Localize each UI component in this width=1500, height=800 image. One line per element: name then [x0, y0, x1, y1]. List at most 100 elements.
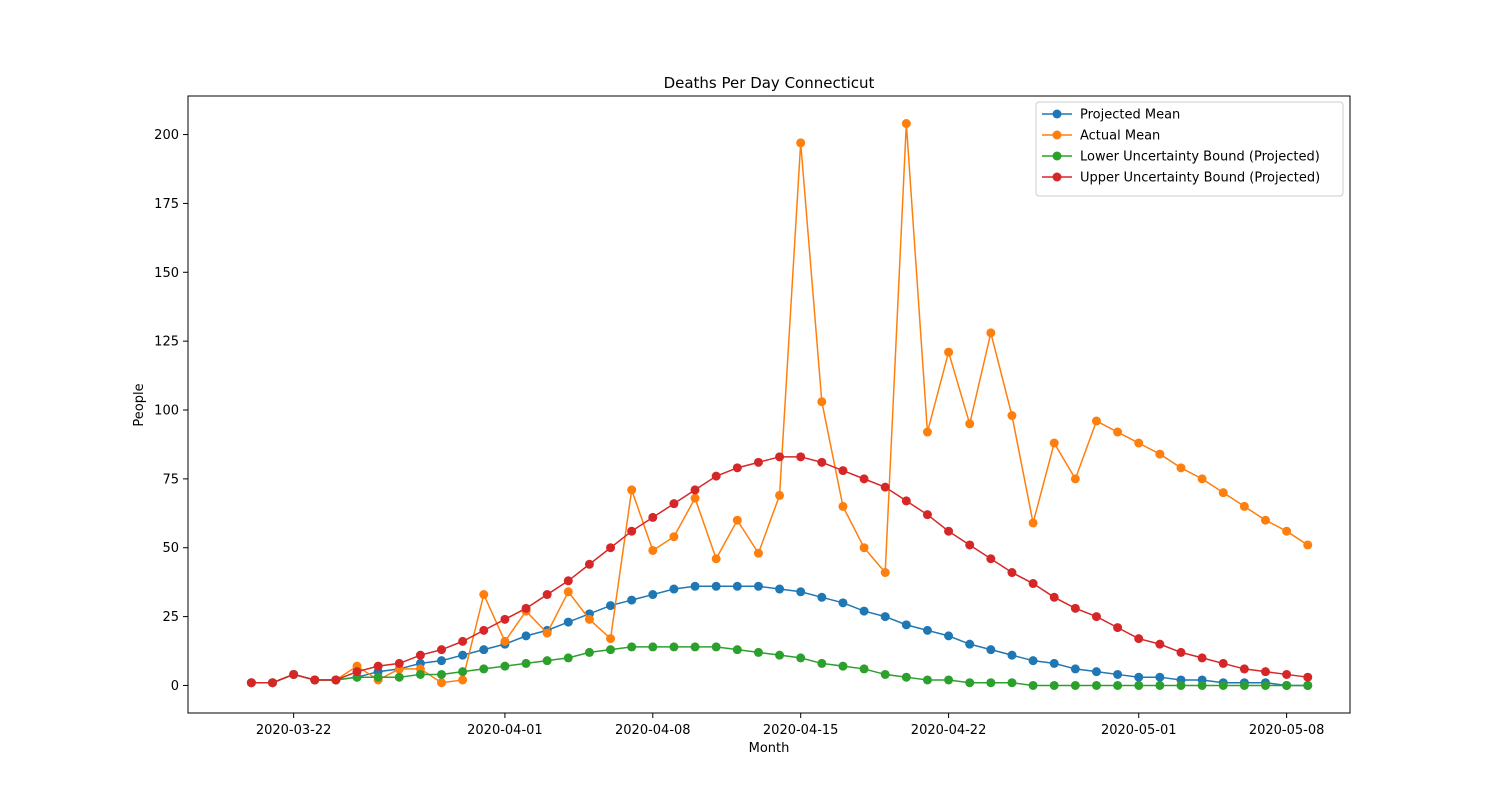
data-point	[1218, 658, 1228, 668]
data-point	[415, 650, 425, 660]
data-point	[1091, 667, 1101, 677]
data-point	[880, 669, 890, 679]
data-point	[1218, 488, 1228, 498]
y-tick-label: 100	[154, 404, 179, 419]
data-point	[986, 645, 996, 655]
legend-label: Lower Uncertainty Bound (Projected)	[1080, 150, 1320, 165]
data-point	[880, 612, 890, 622]
data-point	[500, 614, 510, 624]
data-point	[817, 592, 827, 602]
data-point	[1197, 474, 1207, 484]
data-point	[289, 669, 299, 679]
data-point	[394, 672, 404, 682]
data-point	[648, 512, 658, 522]
data-point	[817, 658, 827, 668]
data-point	[859, 664, 869, 674]
legend-marker	[1052, 109, 1062, 119]
legend-item: Upper Uncertainty Bound (Projected)	[1042, 171, 1320, 186]
data-point	[880, 482, 890, 492]
data-point	[563, 617, 573, 627]
data-point	[1155, 672, 1165, 682]
y-axis-ticks: 0 25 50 75 100 125 150 175 200	[154, 128, 188, 694]
y-tick-label: 0	[171, 679, 179, 694]
data-point	[965, 540, 975, 550]
y-tick-label: 175	[154, 197, 179, 212]
data-point	[479, 590, 489, 600]
data-point	[1176, 647, 1186, 657]
data-point	[1282, 680, 1292, 690]
data-point	[1260, 667, 1270, 677]
data-point	[944, 526, 954, 536]
data-point	[1113, 680, 1123, 690]
data-point	[394, 658, 404, 668]
plot-series	[246, 119, 1313, 690]
data-point	[1028, 518, 1038, 528]
data-point	[563, 653, 573, 663]
data-point	[732, 515, 742, 525]
series-line	[251, 585, 1308, 687]
data-point	[521, 603, 531, 613]
data-point	[775, 490, 785, 500]
legend-marker	[1052, 172, 1062, 182]
x-tick-label: 2020-04-22	[911, 723, 987, 738]
x-axis-label: Month	[749, 741, 790, 756]
data-point	[500, 636, 510, 646]
data-point	[373, 661, 383, 671]
x-axis-ticks: 2020-03-22 2020-04-01 2020-04-08 2020-04-15…	[256, 713, 1325, 738]
data-point	[310, 675, 320, 685]
data-point	[690, 485, 700, 495]
data-point	[1049, 680, 1059, 690]
data-point	[1303, 672, 1313, 682]
data-point	[986, 328, 996, 338]
plot-frame	[187, 95, 1351, 714]
data-point	[542, 656, 552, 666]
data-point	[437, 645, 447, 655]
data-point	[1197, 653, 1207, 663]
x-tick-label: 2020-05-08	[1249, 723, 1325, 738]
data-point	[606, 601, 616, 611]
data-point	[796, 587, 806, 597]
data-point	[775, 650, 785, 660]
data-point	[817, 397, 827, 407]
data-point	[732, 645, 742, 655]
data-point	[1070, 664, 1080, 674]
data-point	[415, 669, 425, 679]
legend-marker	[1052, 130, 1062, 140]
data-point	[627, 485, 637, 495]
legend-item: Projected Mean	[1042, 108, 1180, 123]
data-point	[648, 590, 658, 600]
data-point	[352, 667, 362, 677]
data-point	[1134, 438, 1144, 448]
legend-marker	[1052, 151, 1062, 161]
data-point	[1113, 623, 1123, 633]
x-tick-label: 2020-04-01	[467, 723, 543, 738]
data-point	[1134, 634, 1144, 644]
data-point	[1007, 411, 1017, 421]
chart-title: Deaths Per Day Connecticut	[664, 74, 875, 92]
data-point	[859, 474, 869, 484]
data-point	[1197, 680, 1207, 690]
x-tick-label: 2020-04-15	[763, 723, 839, 738]
data-point	[901, 119, 911, 129]
x-tick-label: 2020-05-01	[1101, 723, 1177, 738]
data-point	[584, 614, 594, 624]
data-point	[859, 606, 869, 616]
data-point	[606, 634, 616, 644]
data-point	[1007, 568, 1017, 578]
data-point	[711, 581, 721, 591]
data-point	[901, 496, 911, 506]
data-point	[584, 559, 594, 569]
data-point	[711, 554, 721, 564]
data-point	[500, 661, 510, 671]
data-point	[521, 658, 531, 668]
data-point	[437, 669, 447, 679]
data-point	[1113, 669, 1123, 679]
data-point	[944, 631, 954, 641]
data-point	[922, 675, 932, 685]
legend-box	[1035, 101, 1344, 197]
data-point	[732, 463, 742, 473]
data-point	[437, 678, 447, 688]
data-point	[627, 642, 637, 652]
data-point	[922, 510, 932, 520]
